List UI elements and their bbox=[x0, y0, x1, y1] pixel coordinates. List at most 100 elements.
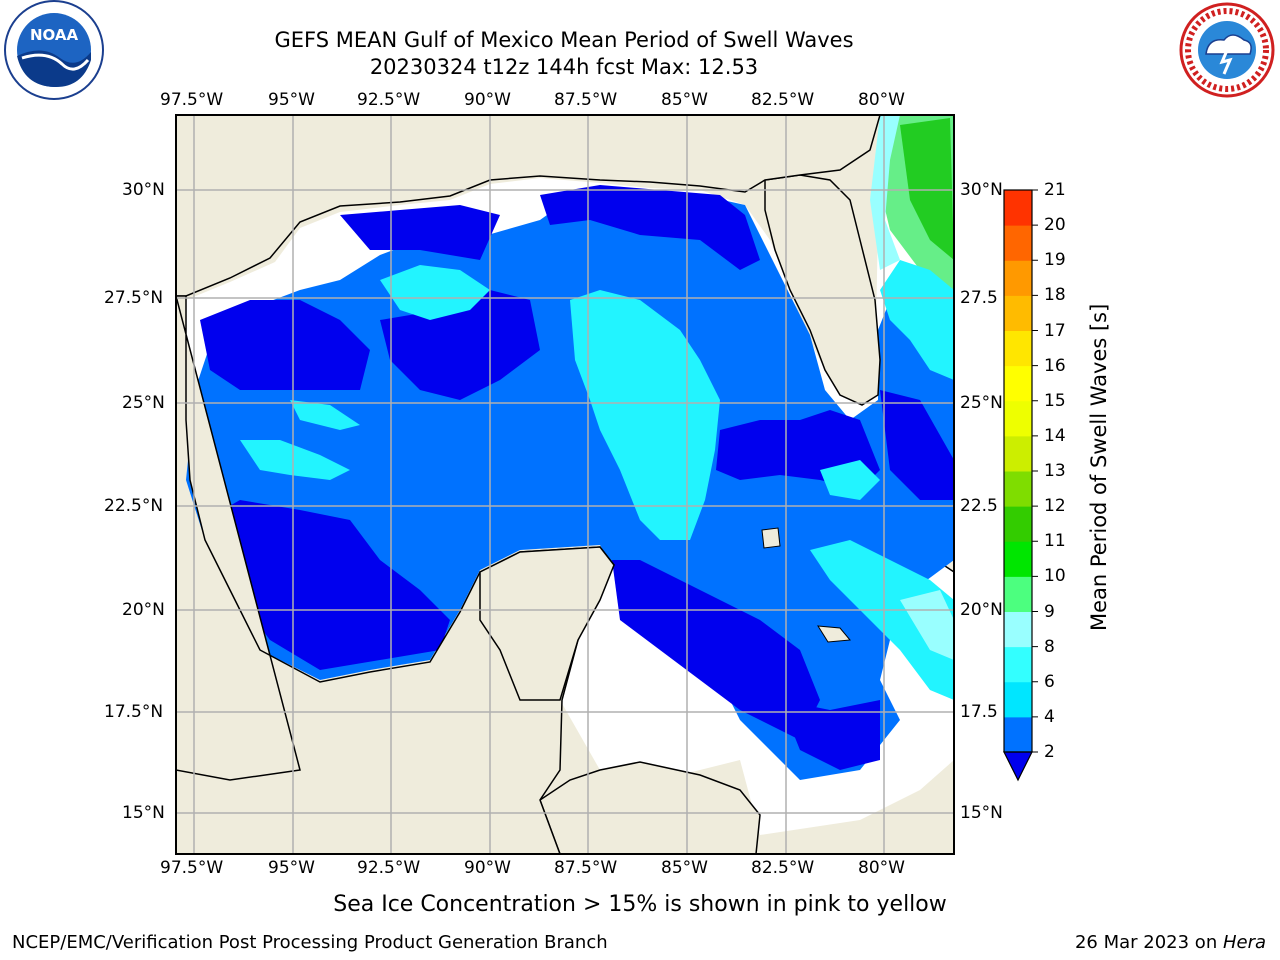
lon-label: 92.5°W bbox=[357, 90, 421, 110]
colorbar-tick-label: 17 bbox=[1044, 320, 1066, 341]
colorbar-segment bbox=[1004, 576, 1032, 612]
contour-band-4-6-east bbox=[820, 460, 880, 500]
central-america-coast bbox=[539, 761, 761, 854]
lon-label: 87.5°W bbox=[554, 858, 618, 878]
lat-label: 15°N bbox=[960, 803, 1003, 823]
colorbar-segment bbox=[1004, 295, 1032, 331]
contour-band-under-8 bbox=[880, 390, 954, 500]
colorbar-segment bbox=[1004, 260, 1032, 296]
lat-label: 20°N bbox=[960, 600, 1003, 620]
lon-label: 95°W bbox=[268, 858, 315, 878]
colorbar-tick-label: 14 bbox=[1044, 425, 1066, 446]
colorbar-segment bbox=[1004, 716, 1032, 753]
contour-band-under-6 bbox=[612, 560, 820, 740]
colorbar-segment bbox=[1004, 365, 1032, 402]
colorbar-tick-label: 9 bbox=[1044, 601, 1055, 622]
colorbar-segment bbox=[1004, 506, 1032, 542]
colorbar-tick-label: 20 bbox=[1044, 215, 1066, 236]
contour-band-under-4 bbox=[540, 185, 760, 270]
noaa-logo: NOAA bbox=[2, 0, 106, 104]
contour-band-under-5 bbox=[380, 290, 540, 400]
lon-label: 85°W bbox=[661, 90, 708, 110]
contour-band-4-6-atlantic bbox=[880, 260, 954, 380]
footer-machine: Hera bbox=[1222, 932, 1266, 953]
lat-label: 27.5 bbox=[960, 288, 998, 308]
colorbar bbox=[1003, 189, 1038, 782]
colorbar-segment bbox=[1004, 471, 1032, 507]
lon-label: 97.5°W bbox=[160, 858, 224, 878]
colorbar-segment bbox=[1004, 225, 1032, 261]
lon-label: 90°W bbox=[464, 90, 511, 110]
colorbar-tick-label: 11 bbox=[1044, 531, 1066, 552]
contour-band-4-6-central bbox=[570, 290, 720, 540]
us-coast bbox=[176, 115, 881, 297]
map-subtitle: 20230324 t12z 144h fcst Max: 12.53 bbox=[369, 55, 759, 79]
lat-label: 30°N bbox=[960, 180, 1003, 200]
colorbar-tick-label: 12 bbox=[1044, 496, 1066, 517]
footer-credit: NCEP/EMC/Verification Post Processing Pr… bbox=[12, 932, 608, 953]
lat-label: 17.5 bbox=[960, 702, 998, 722]
colorbar-segment bbox=[1004, 541, 1032, 577]
lon-label: 85°W bbox=[661, 858, 708, 878]
lon-label: 92.5°W bbox=[357, 858, 421, 878]
contour-band-6-8-atlantic bbox=[870, 115, 900, 270]
graticule bbox=[176, 115, 954, 854]
colorbar-under-arrow bbox=[1003, 751, 1033, 782]
swell-contours bbox=[186, 115, 954, 780]
sea-ice-note: Sea Ice Concentration > 15% is shown in … bbox=[333, 892, 947, 917]
colorbar-tick-label: 21 bbox=[1044, 180, 1066, 200]
colorbar-tick-label: 15 bbox=[1044, 390, 1066, 411]
lat-label: 30°N bbox=[122, 180, 165, 200]
lat-label: 20°N bbox=[122, 600, 165, 620]
colorbar-tick-label: 4 bbox=[1044, 706, 1055, 727]
colorbar-segment bbox=[1004, 611, 1032, 648]
contour-band-6-8-caribbean bbox=[900, 590, 954, 660]
lon-label: 87.5°W bbox=[554, 90, 618, 110]
contour-band-4-6-caribbean bbox=[810, 540, 954, 700]
lat-label: 17.5°N bbox=[104, 702, 164, 722]
colorbar-segment bbox=[1004, 681, 1032, 718]
lon-label: 97.5°W bbox=[160, 90, 224, 110]
contour-band-under-9 bbox=[780, 700, 880, 770]
contour-band-under-2 bbox=[200, 300, 370, 390]
lat-label: 22.5 bbox=[960, 496, 998, 516]
colorbar-segment bbox=[1004, 646, 1032, 683]
lat-label: 25°N bbox=[960, 393, 1003, 413]
contour-band-under-3 bbox=[340, 205, 500, 260]
lon-label: 95°W bbox=[268, 90, 315, 110]
colorbar-tick-label: 6 bbox=[1044, 671, 1055, 692]
colorbar-segment bbox=[1004, 330, 1032, 367]
lat-label: 27.5°N bbox=[104, 288, 164, 308]
contour-band-4-6-sw bbox=[240, 440, 350, 480]
map-frame bbox=[175, 114, 955, 855]
map-title: GEFS MEAN Gulf of Mexico Mean Period of … bbox=[274, 28, 854, 52]
colorbar-tick-label: 18 bbox=[1044, 285, 1066, 306]
colorbar-title: Mean Period of Swell Waves [s] bbox=[1087, 303, 1111, 631]
contour-band-4-6-mid bbox=[290, 400, 360, 430]
nws-logo bbox=[1176, 2, 1278, 98]
colorbar-tick-label: 19 bbox=[1044, 250, 1066, 271]
colorbar-segment bbox=[1004, 435, 1032, 472]
colorbar-tick-label: 13 bbox=[1044, 461, 1066, 481]
yucatan-island bbox=[761, 527, 781, 549]
footer-date: 26 Mar 2023 on Hera bbox=[1075, 932, 1266, 954]
atlantic-water-2 bbox=[900, 118, 954, 260]
noaa-logo-text: NOAA bbox=[30, 26, 79, 44]
lon-label: 80°W bbox=[858, 858, 905, 878]
colorbar-tick-label: 2 bbox=[1044, 742, 1055, 762]
colorbar-segment bbox=[1004, 400, 1032, 437]
colorbar-tick-label: 16 bbox=[1044, 355, 1066, 376]
lon-label: 90°W bbox=[464, 858, 511, 878]
footer-date-text: 26 Mar 2023 on bbox=[1074, 932, 1223, 953]
colorbar-segment bbox=[1004, 190, 1032, 226]
lon-label: 80°W bbox=[858, 90, 905, 110]
contour-band-4-6-west bbox=[380, 265, 490, 320]
yucatan bbox=[479, 546, 615, 701]
jamaica bbox=[817, 625, 851, 643]
colorbar-tick-label: 8 bbox=[1044, 636, 1055, 657]
lat-label: 22.5°N bbox=[104, 496, 164, 516]
lon-label: 82.5°W bbox=[751, 858, 815, 878]
lon-label: 82.5°W bbox=[751, 90, 815, 110]
colorbar-tick-label: 10 bbox=[1044, 566, 1066, 587]
